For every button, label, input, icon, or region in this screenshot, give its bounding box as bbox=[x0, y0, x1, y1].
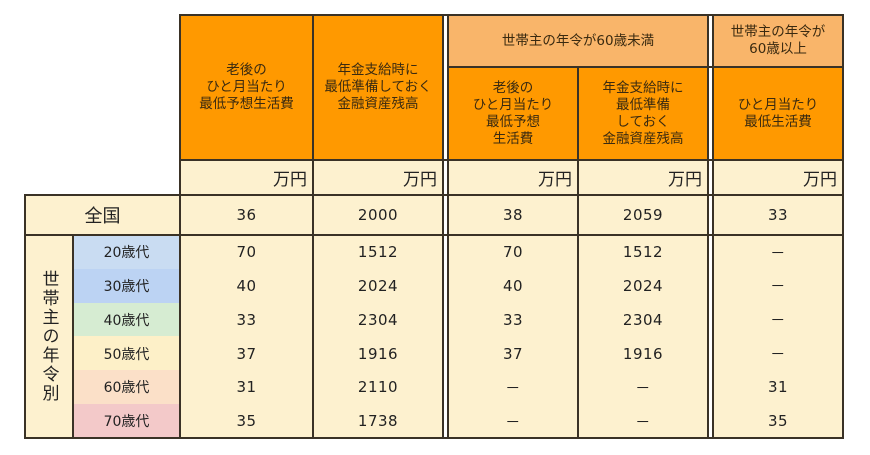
row-label-age: 60歳代 bbox=[73, 370, 180, 405]
table-cell: 40 bbox=[448, 268, 578, 304]
unit-label: 万円 bbox=[578, 160, 708, 195]
table-cell: 70 bbox=[180, 235, 313, 270]
header-group-under-60: 世帯主の年令が60歳未満 bbox=[448, 15, 708, 67]
row-label-age: 40歳代 bbox=[73, 302, 180, 337]
table-cell: － bbox=[713, 302, 843, 337]
row-label-national: 全国 bbox=[25, 195, 180, 235]
table-cell: 33 bbox=[448, 302, 578, 337]
row-label-age: 70歳代 bbox=[73, 404, 180, 439]
row-label-age: 30歳代 bbox=[73, 268, 180, 304]
table-cell: 70 bbox=[448, 235, 578, 270]
table-cell: － bbox=[448, 370, 578, 405]
row-label-age: 50歳代 bbox=[73, 336, 180, 371]
unit-label: 万円 bbox=[313, 160, 443, 195]
header-under60-financial-assets: 年金支給時に 最低準備 しておく 金融資産残高 bbox=[578, 67, 708, 160]
national-value: 33 bbox=[713, 195, 843, 235]
table-cell: 2304 bbox=[578, 302, 708, 337]
table-cell: 40 bbox=[180, 268, 313, 304]
table-cell: 33 bbox=[180, 302, 313, 337]
table-cell: 31 bbox=[713, 370, 843, 405]
table-cell: 37 bbox=[180, 336, 313, 371]
table-cell: － bbox=[578, 370, 708, 405]
unit-label: 万円 bbox=[180, 160, 313, 195]
header-over60-living-cost: ひと月当たり 最低生活費 bbox=[713, 67, 843, 160]
table-cell: － bbox=[578, 404, 708, 439]
header-under60-living-cost: 老後の ひと月当たり 最低予想 生活費 bbox=[448, 67, 578, 160]
table-cell: 1916 bbox=[578, 336, 708, 371]
national-value: 2059 bbox=[578, 195, 708, 235]
table-cell: － bbox=[713, 268, 843, 304]
unit-label: 万円 bbox=[448, 160, 578, 195]
table-cell: 2024 bbox=[313, 268, 443, 304]
table-cell: 2110 bbox=[313, 370, 443, 405]
table-cell: 35 bbox=[180, 404, 313, 439]
national-value: 2000 bbox=[313, 195, 443, 235]
table-cell: 1512 bbox=[578, 235, 708, 270]
row-label-age: 20歳代 bbox=[73, 235, 180, 270]
table-cell: 1916 bbox=[313, 336, 443, 371]
row-group-label-age: 世帯主の年令別 bbox=[25, 235, 73, 438]
row-group-label-text: 世帯主の年令別 bbox=[38, 270, 59, 403]
table-cell: － bbox=[448, 404, 578, 439]
header-group-over-60: 世帯主の年令が 60歳以上 bbox=[713, 15, 843, 67]
table-cell: 31 bbox=[180, 370, 313, 405]
header-financial-assets: 年金支給時に 最低準備しておく 金融資産残高 bbox=[313, 15, 443, 160]
national-value: 38 bbox=[448, 195, 578, 235]
national-value: 36 bbox=[180, 195, 313, 235]
table-cell: 2304 bbox=[313, 302, 443, 337]
table-cell: 1738 bbox=[313, 404, 443, 439]
table-cell: 2024 bbox=[578, 268, 708, 304]
table-cell: 37 bbox=[448, 336, 578, 371]
table-cell: 35 bbox=[713, 404, 843, 439]
table-cell: 1512 bbox=[313, 235, 443, 270]
unit-label: 万円 bbox=[713, 160, 843, 195]
header-living-cost: 老後の ひと月当たり 最低予想生活費 bbox=[180, 15, 313, 160]
table-cell: － bbox=[713, 336, 843, 371]
table-cell: － bbox=[713, 235, 843, 270]
